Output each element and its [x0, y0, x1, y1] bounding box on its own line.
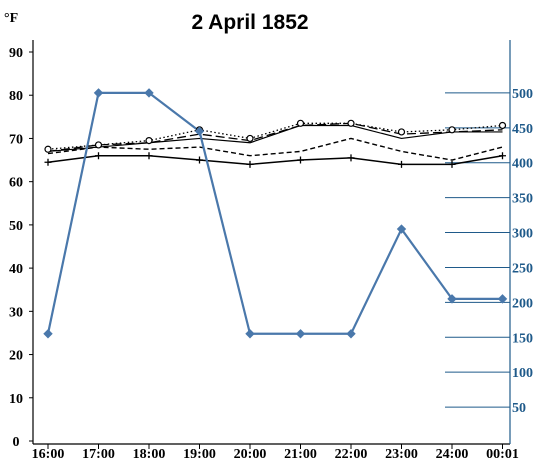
- data-point: [145, 152, 153, 160]
- data-point: [396, 224, 407, 234]
- data-point: [296, 119, 305, 127]
- data-point: [94, 141, 103, 149]
- left-tick-label: 10: [9, 392, 23, 407]
- right-tick-label: 350: [512, 192, 533, 207]
- chart-title: 2 April 1852: [191, 11, 308, 34]
- data-point: [43, 329, 53, 339]
- x-tick-label: 23:00: [385, 447, 418, 462]
- series-markers: [43, 88, 508, 339]
- series-line-6: [46, 91, 503, 335]
- data-point: [93, 88, 104, 98]
- right-tick-label: 150: [512, 331, 533, 346]
- data-point: [44, 158, 52, 166]
- data-point: [194, 126, 205, 137]
- data-point: [346, 329, 356, 339]
- left-tick-label: 90: [9, 46, 23, 61]
- data-point: [398, 160, 405, 168]
- data-point: [44, 145, 52, 153]
- right-tick-label: 100: [512, 366, 533, 381]
- series-line-3: [47, 122, 503, 153]
- x-tick-label: 24:00: [436, 447, 469, 462]
- data-point: [144, 88, 154, 98]
- left-tick-label: 80: [9, 89, 23, 104]
- series-line-5: [47, 154, 503, 166]
- data-point: [447, 294, 457, 304]
- data-point: [448, 126, 456, 134]
- data-point: [297, 156, 304, 164]
- x-tick-label: 16:00: [32, 447, 65, 462]
- x-tick-label: 17:00: [82, 447, 115, 462]
- data-point: [95, 152, 102, 160]
- data-point: [145, 137, 153, 145]
- right-tick-label: 300: [512, 227, 533, 242]
- axes: [29, 40, 511, 449]
- right-tick-label: 400: [512, 157, 533, 172]
- series-line-1: [47, 122, 503, 150]
- data-point: [397, 128, 406, 136]
- left-tick-label: 40: [9, 262, 23, 277]
- data-point: [196, 156, 203, 164]
- x-tick-label: 19:00: [183, 447, 216, 462]
- data-point: [347, 154, 355, 162]
- series-line-4: [47, 137, 503, 161]
- tick-labels: 0 10 20 30 40 50 60 70 80 90 50 100 150 200 250 300 350 4…: [9, 46, 533, 462]
- data-point: [497, 294, 508, 304]
- data-point: [498, 121, 507, 130]
- x-tick-label: 20:00: [234, 447, 267, 462]
- data-point: [295, 329, 306, 339]
- right-tick-label: 500: [512, 87, 533, 102]
- left-axis-unit: °F: [4, 11, 18, 26]
- right-tick-label: 50: [512, 401, 526, 416]
- left-tick-label: 30: [9, 305, 23, 320]
- x-tick-label: 21:00: [284, 447, 317, 462]
- left-tick-label: 20: [9, 349, 23, 364]
- x-tick-label: 00:01: [486, 447, 519, 462]
- data-point: [246, 160, 254, 168]
- right-tick-label: 200: [512, 296, 533, 311]
- series-line-2: [47, 124, 503, 153]
- data-point: [448, 160, 456, 168]
- left-tick-label: 50: [9, 219, 23, 234]
- data-point: [245, 329, 255, 339]
- left-tick-label: 60: [9, 176, 23, 191]
- left-tick-label: 70: [9, 132, 23, 147]
- x-tick-label: 18:00: [133, 447, 166, 462]
- data-point: [246, 134, 254, 143]
- data-point: [499, 152, 506, 160]
- left-tick-label: 0: [13, 435, 20, 450]
- data-point: [347, 119, 355, 127]
- series-lines: [46, 91, 503, 335]
- right-tick-label: 250: [512, 261, 533, 276]
- right-tick-label: 450: [512, 122, 533, 137]
- x-tick-label: 22:00: [335, 447, 368, 462]
